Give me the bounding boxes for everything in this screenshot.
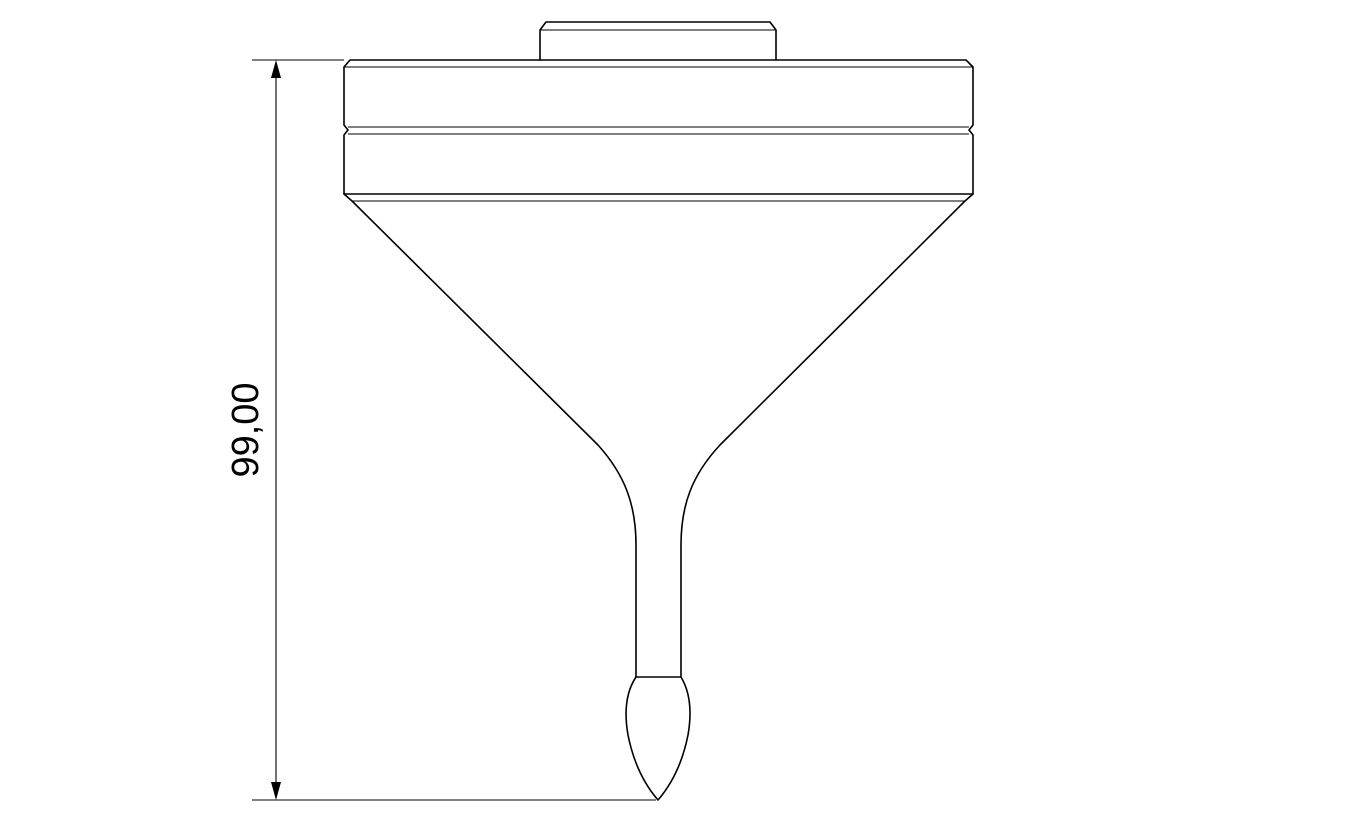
tip-outline [625,676,691,801]
dimension-arrow-top [271,60,281,78]
dimension-value: 99,00 [225,382,267,477]
cone-outline [343,193,637,678]
cone-outline-right [680,193,974,678]
top-boss [539,21,777,61]
dimension-arrow-bottom [271,782,281,800]
